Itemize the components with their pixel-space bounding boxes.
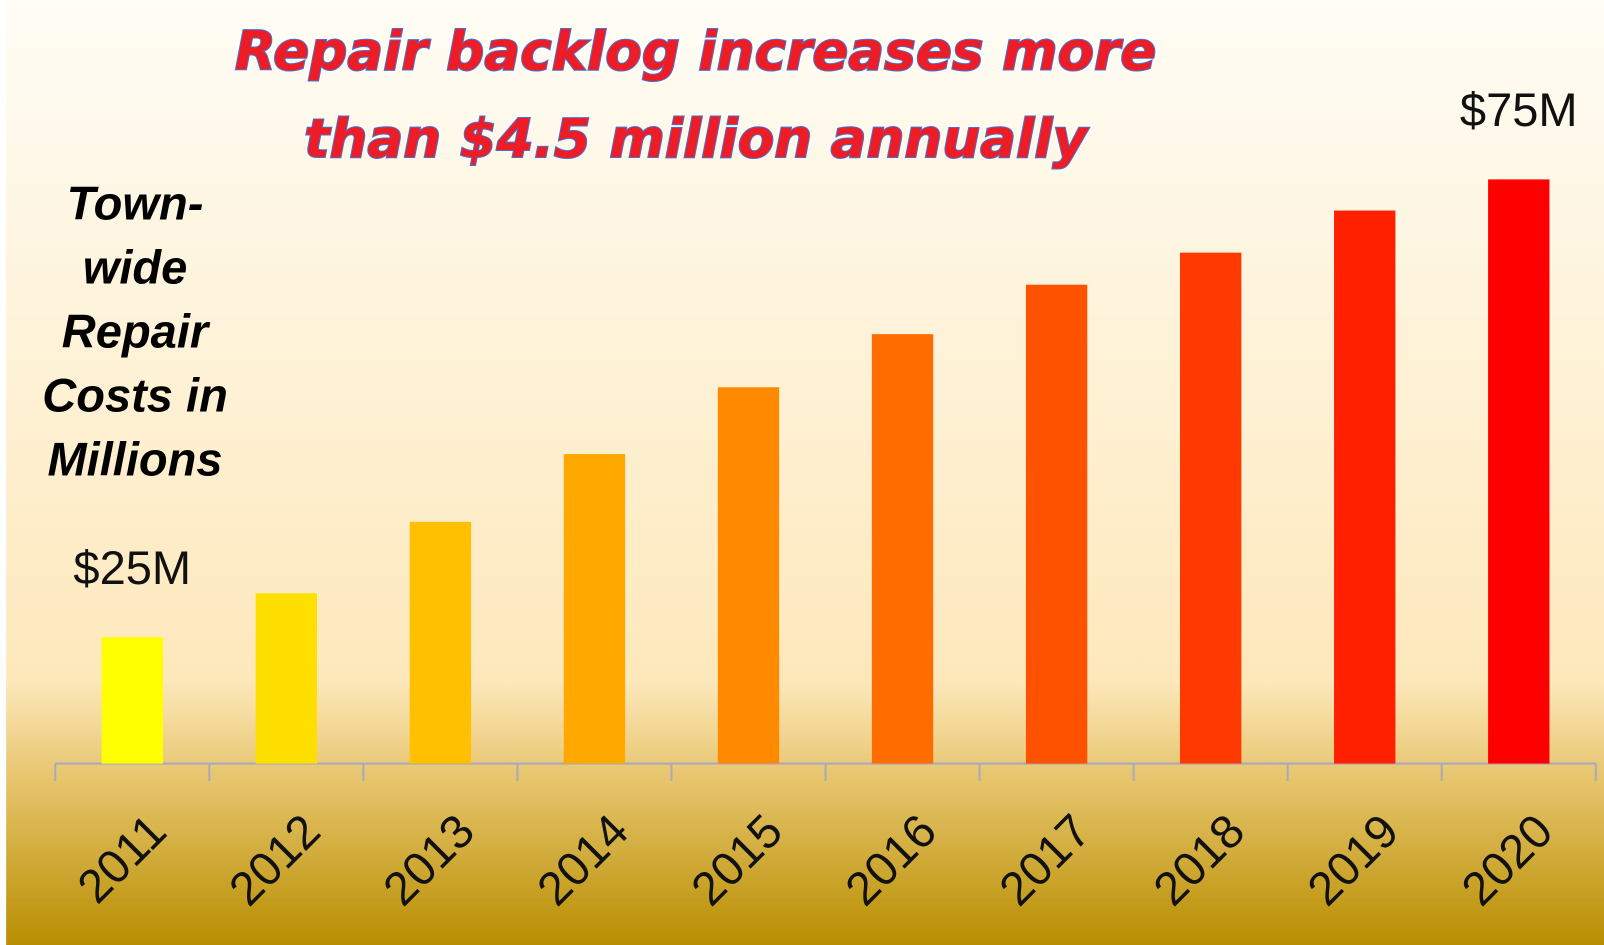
bar (717, 387, 780, 764)
bar (1488, 179, 1550, 764)
title-line: than $4.5 million annually (304, 108, 1089, 170)
value-label: $25M (73, 541, 191, 594)
y-axis-label: Town-wide Repair Costs in Millions (42, 176, 228, 485)
bar (1334, 210, 1396, 764)
y-label-line: wide (83, 240, 188, 293)
bar (101, 637, 163, 764)
bar (563, 454, 626, 764)
title-line: Repair backlog increases more (235, 21, 1156, 83)
value-label: $75M (1460, 83, 1578, 136)
bar (1179, 252, 1242, 764)
y-label-line: Millions (47, 433, 222, 486)
title: Repair backlog increases more than $4.5 m… (234, 20, 1158, 171)
bar (255, 593, 318, 764)
bar (409, 521, 472, 764)
y-label-line: Town- (67, 176, 204, 229)
bar (871, 334, 934, 764)
y-label-line: Costs in (42, 368, 228, 421)
y-label-line: Repair (62, 304, 211, 357)
bar (1025, 284, 1088, 764)
